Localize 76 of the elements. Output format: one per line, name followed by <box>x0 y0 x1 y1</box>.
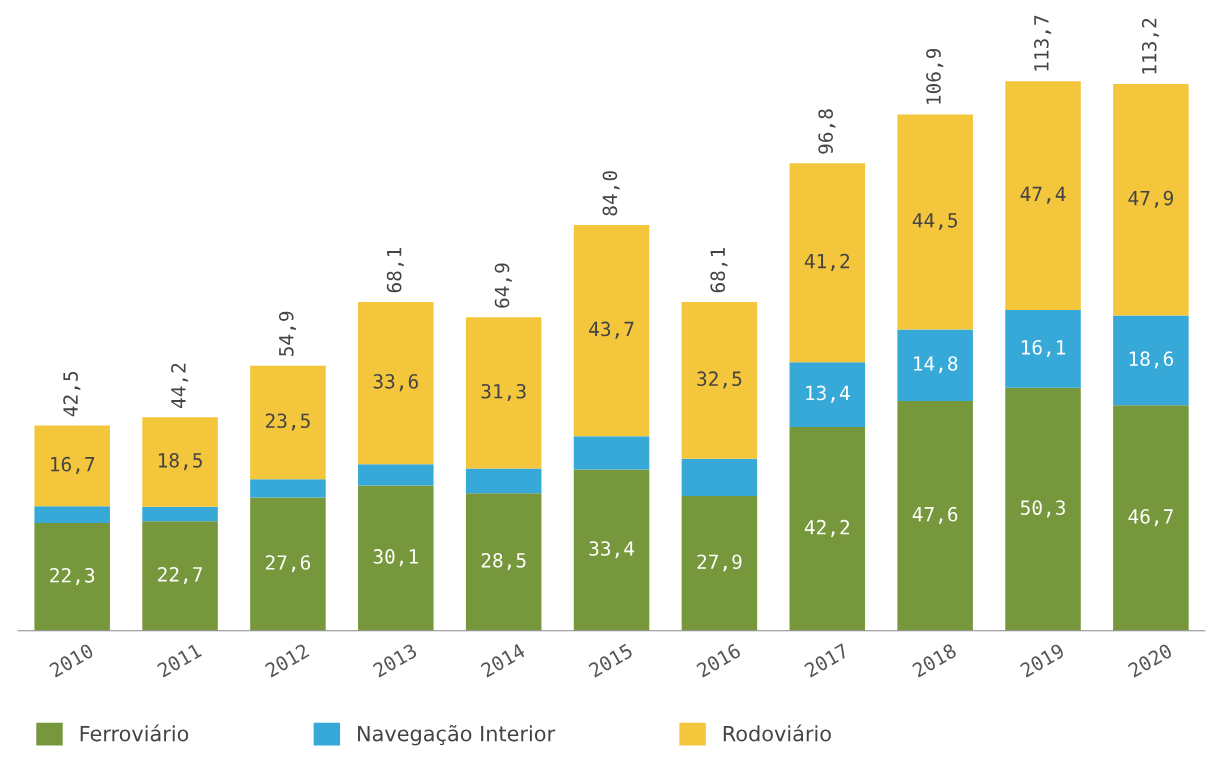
bar <box>358 464 434 486</box>
bar <box>34 506 110 524</box>
legend-label: Ferroviário <box>80 724 189 742</box>
bar <box>465 468 542 494</box>
total-label: 106,9 <box>926 48 944 104</box>
bar <box>34 523 110 631</box>
total-label: 54,9 <box>278 311 297 356</box>
bar <box>250 479 326 498</box>
data-label: 33,6 <box>373 374 418 392</box>
bar <box>142 506 218 522</box>
bar <box>142 417 218 507</box>
bar <box>1005 387 1081 631</box>
bar <box>681 496 758 631</box>
data-label: 31,3 <box>481 383 526 402</box>
bar <box>250 365 326 480</box>
bar <box>34 425 110 507</box>
data-label: 13,4 <box>806 385 850 403</box>
total-label: 68,1 <box>710 248 728 293</box>
data-label: 27,6 <box>265 555 311 573</box>
bar <box>897 400 973 631</box>
data-label: 42,2 <box>804 519 850 538</box>
bar <box>1113 405 1189 631</box>
total-label: 113,7 <box>1034 15 1052 71</box>
total-label: 42,5 <box>63 371 81 417</box>
bar <box>1005 310 1081 388</box>
legend-label: Navegação Interior <box>358 724 556 746</box>
bar <box>573 469 650 631</box>
total-label: 84,0 <box>602 171 620 216</box>
bar <box>358 301 434 465</box>
data-label: 14,8 <box>914 356 958 374</box>
data-label: 41,2 <box>804 253 850 271</box>
bar <box>789 163 866 363</box>
bar <box>1005 81 1081 311</box>
bar <box>1113 315 1189 406</box>
data-label: 27,9 <box>697 554 742 572</box>
total-label: 96,8 <box>818 109 836 154</box>
data-label: 44,5 <box>912 213 958 231</box>
bar <box>573 436 650 470</box>
x-tick-label: 2011 <box>156 642 203 678</box>
data-label: 16,7 <box>51 456 95 474</box>
data-label: 47,6 <box>912 506 958 524</box>
data-label: 33,4 <box>589 541 635 559</box>
data-label: 46,7 <box>1128 509 1173 527</box>
data-label: 22,7 <box>158 566 203 585</box>
data-label: 18,6 <box>1129 351 1174 369</box>
total-label: 113,2 <box>1141 18 1160 74</box>
data-label: 23,5 <box>265 413 310 431</box>
data-label: 30,1 <box>373 549 418 567</box>
data-label: 18,5 <box>158 452 202 471</box>
bar <box>358 485 434 631</box>
total-label: 44,2 <box>171 363 189 409</box>
total-label: 64,9 <box>494 263 512 308</box>
data-label: 47,9 <box>1128 190 1173 208</box>
bar <box>897 114 973 330</box>
data-label: 22,3 <box>50 567 95 586</box>
data-label: 43,7 <box>589 321 634 339</box>
x-tick-label: 2010 <box>48 642 95 678</box>
data-label: 32,5 <box>697 371 742 389</box>
bar <box>789 426 866 631</box>
bar <box>1113 84 1189 316</box>
bar <box>142 521 218 631</box>
total-label: 68,1 <box>386 248 404 293</box>
data-label: 50,3 <box>1020 500 1065 518</box>
bar <box>681 301 758 459</box>
bar <box>465 493 542 631</box>
bar <box>250 497 326 631</box>
bar <box>681 458 758 497</box>
bar <box>789 362 866 427</box>
bar <box>573 225 650 437</box>
x-tick-label: 2018 <box>911 642 958 678</box>
data-label: 28,5 <box>481 552 526 571</box>
legend-label: Rodoviário <box>723 724 831 742</box>
data-label: 47,4 <box>1020 186 1066 204</box>
bar <box>897 329 973 401</box>
data-label: 16,1 <box>1021 339 1066 358</box>
bar <box>465 317 542 469</box>
